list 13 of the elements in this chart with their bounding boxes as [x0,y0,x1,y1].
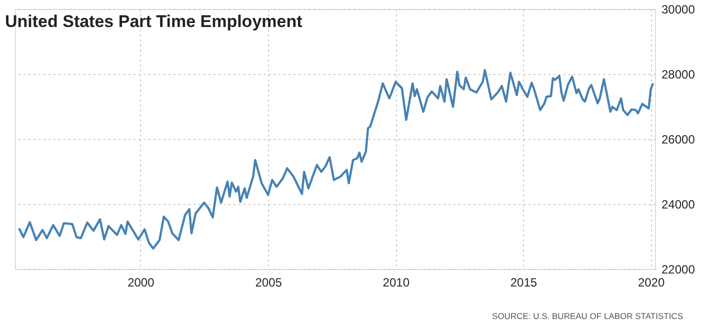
x-tick-label: 2005 [255,276,282,290]
x-tick-label: 2010 [382,276,410,290]
x-tick-label: 2020 [638,276,665,290]
source-note: SOURCE: U.S. BUREAU OF LABOR STATISTICS [492,311,684,321]
x-tick-label: 2000 [128,276,155,290]
y-tick-label: 24000 [662,198,696,212]
y-tick-label: 28000 [662,68,696,82]
x-tick-label: 2015 [510,276,538,290]
y-tick-label: 26000 [662,132,696,146]
y-tick-label: 30000 [662,2,696,16]
y-tick-label: 22000 [662,262,696,276]
chart-title: United States Part Time Employment [5,12,303,31]
line-series [18,69,654,250]
